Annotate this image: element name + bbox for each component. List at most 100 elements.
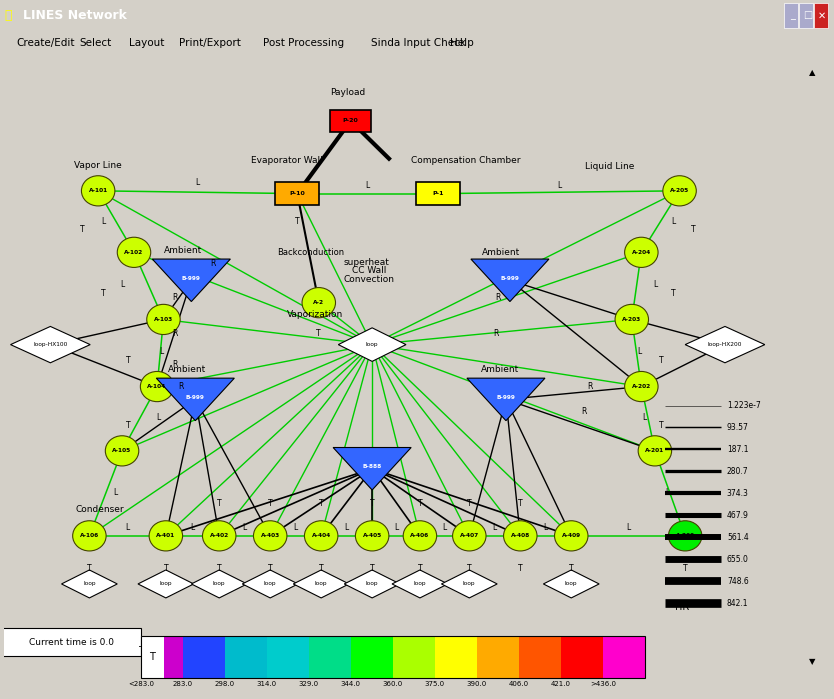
Polygon shape: [243, 570, 298, 598]
Text: loop: loop: [414, 582, 426, 586]
Text: T: T: [316, 329, 321, 338]
Text: 1.223e-7: 1.223e-7: [727, 401, 761, 410]
Ellipse shape: [453, 521, 486, 551]
Text: P-1: P-1: [433, 191, 444, 196]
Ellipse shape: [73, 521, 106, 551]
Text: L: L: [557, 181, 561, 189]
Text: Vaporization: Vaporization: [287, 310, 343, 319]
Text: T: T: [683, 564, 687, 572]
Text: 467.9: 467.9: [727, 511, 749, 520]
Text: 344.0: 344.0: [341, 681, 361, 687]
Text: L: L: [157, 413, 161, 421]
Polygon shape: [467, 378, 545, 421]
Bar: [561, 636, 603, 678]
Polygon shape: [294, 570, 349, 598]
Text: Vapor Line: Vapor Line: [74, 161, 122, 170]
Text: Payload: Payload: [330, 89, 366, 97]
Bar: [141, 636, 164, 678]
Text: 375.0: 375.0: [425, 681, 445, 687]
Ellipse shape: [254, 521, 287, 551]
Text: T: T: [126, 356, 131, 366]
Text: 421.0: 421.0: [551, 681, 571, 687]
Text: L: L: [120, 280, 124, 289]
FancyBboxPatch shape: [799, 3, 813, 28]
Text: A-101: A-101: [88, 188, 108, 194]
Polygon shape: [392, 570, 448, 598]
Text: A-201: A-201: [646, 448, 665, 454]
Text: A-404: A-404: [312, 533, 331, 538]
Ellipse shape: [203, 521, 236, 551]
Text: L: L: [671, 217, 676, 226]
Text: L: L: [443, 523, 447, 532]
Text: A-403: A-403: [260, 533, 280, 538]
Text: T: T: [126, 421, 131, 430]
Text: loop: loop: [159, 582, 172, 586]
Ellipse shape: [668, 521, 702, 551]
Text: A-2: A-2: [314, 300, 324, 305]
Text: Layout: Layout: [129, 38, 164, 48]
Polygon shape: [339, 328, 406, 361]
Text: ✕: ✕: [818, 10, 826, 20]
Text: CC Wall: CC Wall: [352, 266, 386, 275]
Text: T: T: [268, 500, 273, 508]
Text: loop: loop: [315, 582, 328, 586]
Text: A-204: A-204: [631, 250, 651, 255]
Text: A-408: A-408: [510, 533, 530, 538]
Text: T: T: [268, 564, 273, 572]
Text: T: T: [87, 564, 92, 572]
Text: T: T: [217, 564, 222, 572]
Text: R: R: [495, 293, 500, 301]
Text: T: T: [518, 500, 523, 508]
Text: Liquid Line: Liquid Line: [585, 162, 634, 171]
Ellipse shape: [140, 371, 173, 402]
Text: 655.0: 655.0: [727, 555, 749, 564]
Text: R: R: [494, 329, 499, 338]
Text: loop: loop: [463, 582, 475, 586]
Text: 561.4: 561.4: [727, 533, 749, 542]
Ellipse shape: [663, 175, 696, 206]
Ellipse shape: [82, 175, 115, 206]
Text: 374.3: 374.3: [727, 489, 749, 498]
Text: 187.1: 187.1: [727, 445, 748, 454]
Text: 842.1: 842.1: [727, 599, 748, 607]
Bar: [416, 182, 460, 206]
Text: loop: loop: [213, 582, 225, 586]
Text: T: T: [149, 652, 155, 662]
Ellipse shape: [504, 521, 537, 551]
Text: loop-HX100: loop-HX100: [33, 342, 68, 347]
Text: L: L: [190, 523, 194, 532]
Text: T: T: [418, 500, 422, 508]
Text: T: T: [369, 564, 374, 572]
Polygon shape: [156, 378, 234, 421]
Text: T: T: [569, 564, 574, 572]
Text: A-104: A-104: [148, 384, 167, 389]
Text: T: T: [319, 500, 324, 508]
Text: 406.0: 406.0: [509, 681, 529, 687]
Text: loop-HX200: loop-HX200: [708, 342, 742, 347]
Text: L: L: [493, 523, 497, 532]
Bar: [477, 636, 519, 678]
Text: 748.6: 748.6: [727, 577, 749, 586]
Text: Current time is 0.0: Current time is 0.0: [28, 638, 113, 647]
Text: T: T: [138, 646, 145, 656]
Text: loop: loop: [366, 342, 379, 347]
Text: L: L: [196, 178, 200, 187]
Text: <283.0: <283.0: [128, 681, 153, 687]
Text: L: L: [544, 523, 548, 532]
Text: Ambient: Ambient: [482, 248, 520, 257]
Text: L: L: [394, 523, 398, 532]
Text: L: L: [113, 488, 118, 497]
Text: Condenser: Condenser: [75, 505, 124, 514]
Text: T: T: [467, 564, 471, 572]
Text: A-105: A-105: [113, 448, 132, 454]
Text: T: T: [163, 564, 168, 572]
Text: P-10: P-10: [289, 191, 305, 196]
Text: T: T: [671, 289, 676, 298]
Text: B-999: B-999: [496, 395, 515, 400]
Text: Sinda Input Check: Sinda Input Check: [371, 38, 466, 48]
Text: 314.0: 314.0: [257, 681, 277, 687]
Polygon shape: [11, 326, 90, 363]
Text: A-409: A-409: [561, 533, 580, 538]
Text: T: T: [80, 226, 84, 234]
Text: R: R: [587, 382, 592, 391]
